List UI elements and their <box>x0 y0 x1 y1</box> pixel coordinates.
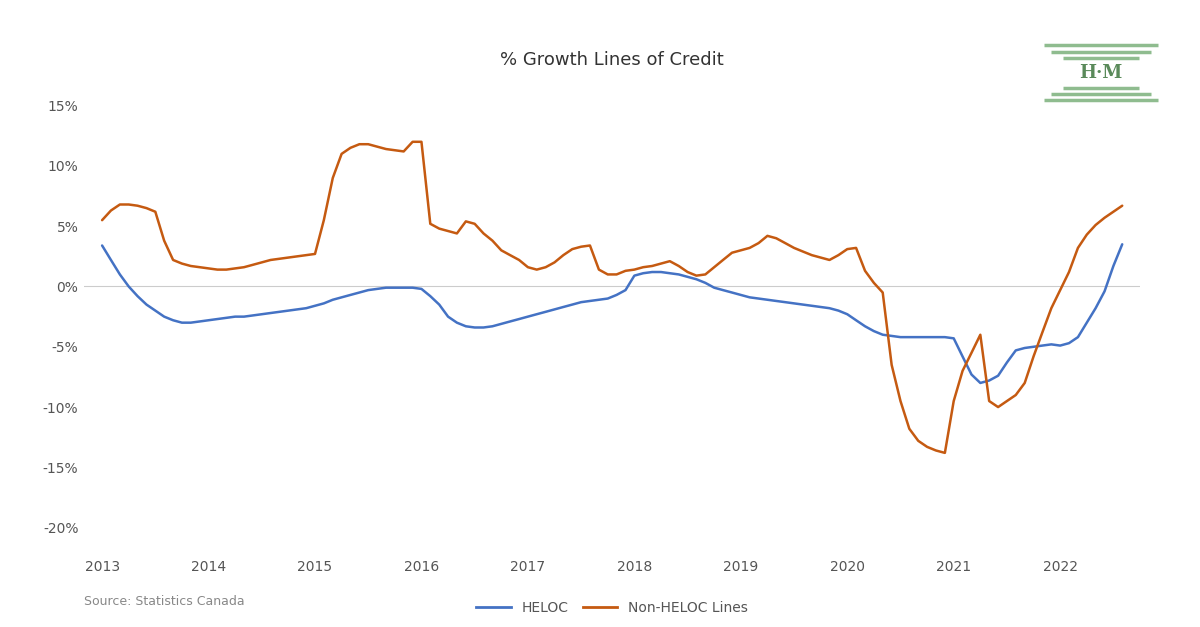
Text: H·M: H·M <box>1079 64 1123 82</box>
Text: Source: Statistics Canada: Source: Statistics Canada <box>84 595 245 608</box>
Title: % Growth Lines of Credit: % Growth Lines of Credit <box>500 51 724 69</box>
Legend: HELOC, Non-HELOC Lines: HELOC, Non-HELOC Lines <box>470 595 754 620</box>
